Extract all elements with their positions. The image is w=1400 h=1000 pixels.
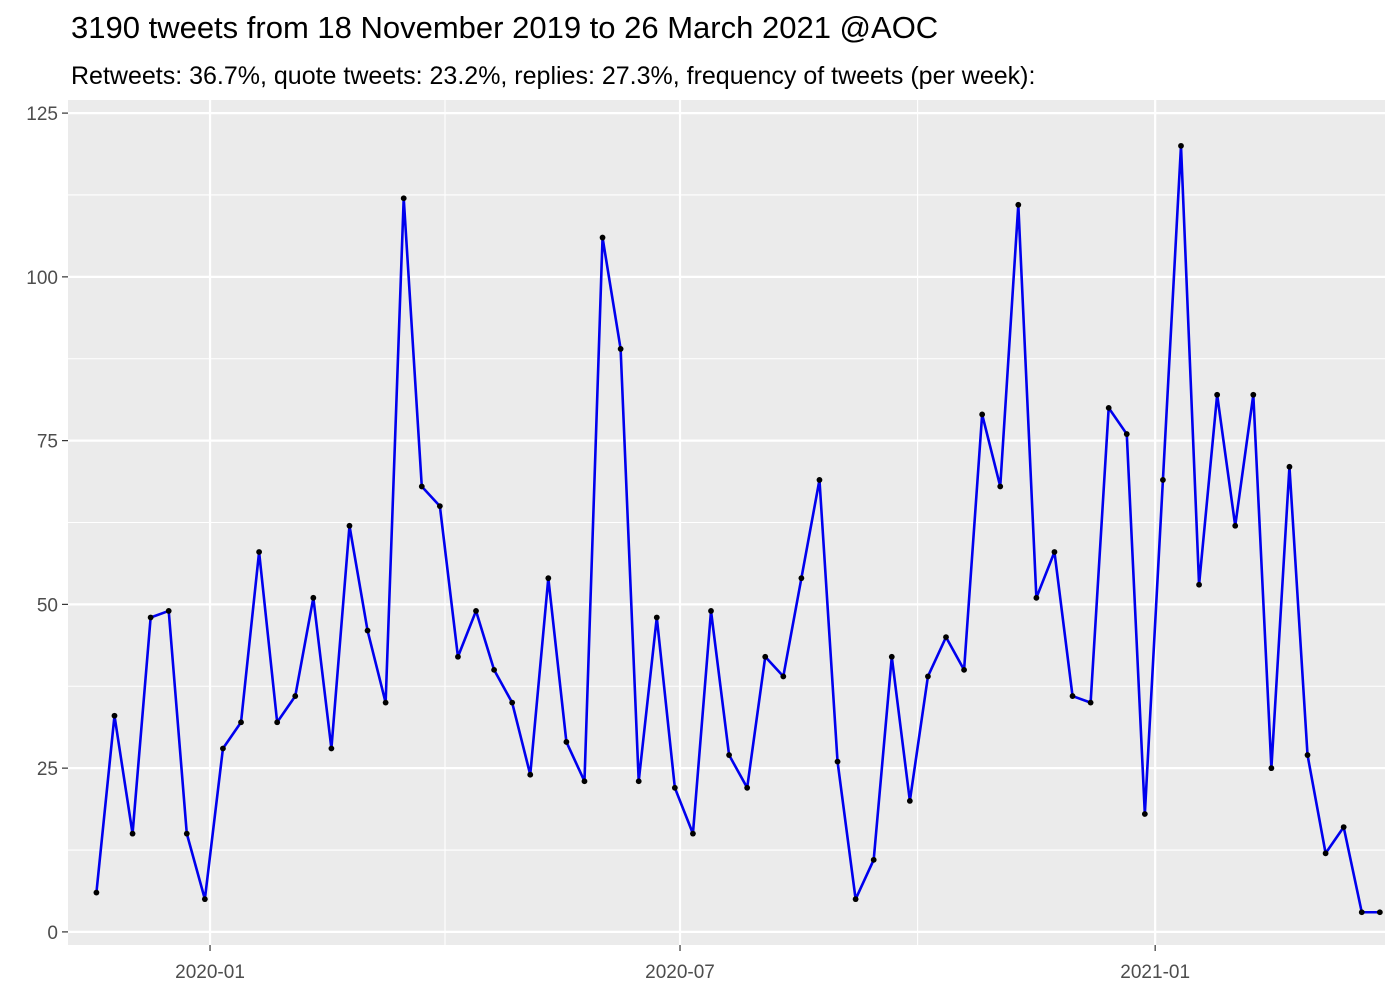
data-point	[201, 896, 208, 903]
series-layer	[93, 142, 1383, 916]
y-tick-label: 0	[47, 923, 58, 944]
data-point	[382, 699, 389, 706]
data-point	[726, 752, 732, 758]
data-point	[1232, 522, 1239, 529]
data-point	[346, 522, 353, 529]
data-point	[473, 608, 479, 614]
data-point	[364, 627, 371, 634]
x-tick-label: 2020-01	[175, 962, 245, 983]
data-point	[1250, 391, 1257, 398]
y-tick-label: 125	[26, 104, 58, 125]
data-point	[852, 896, 859, 903]
data-point	[1322, 850, 1329, 857]
data-point	[798, 575, 805, 582]
data-point	[979, 411, 986, 418]
data-point	[1141, 811, 1148, 817]
minor-gridlines	[68, 100, 1385, 945]
data-point	[906, 797, 913, 804]
data-point	[744, 784, 751, 791]
data-point	[1196, 581, 1202, 588]
data-point	[328, 745, 335, 752]
data-point	[943, 634, 949, 641]
data-point	[816, 477, 823, 483]
data-point	[780, 673, 787, 680]
data-point	[1376, 909, 1383, 916]
data-point	[925, 673, 931, 680]
data-point	[491, 666, 497, 673]
data-point	[1214, 391, 1221, 398]
data-point	[147, 614, 154, 621]
data-point	[165, 608, 172, 614]
chart-subtitle: Retweets: 36.7%, quote tweets: 23.2%, re…	[71, 62, 1036, 90]
axes: 2020-01 2020-07 2021-01 0 25 50 75 100 125	[26, 104, 1190, 983]
data-point	[690, 830, 696, 837]
data-point	[635, 778, 642, 785]
data-point	[238, 719, 244, 726]
data-point	[599, 234, 606, 241]
data-point	[436, 503, 443, 510]
data-point	[310, 594, 317, 601]
data-point	[1268, 765, 1275, 772]
data-point	[708, 608, 714, 614]
data-point	[563, 739, 570, 745]
data-point	[1087, 699, 1094, 706]
data-point	[1358, 909, 1365, 916]
data-point	[274, 719, 281, 726]
data-point	[997, 483, 1004, 490]
data-point	[545, 575, 552, 582]
data-point	[1069, 693, 1076, 699]
data-point	[762, 653, 769, 660]
data-point	[1160, 477, 1166, 483]
data-point	[1015, 201, 1022, 208]
y-tick-label: 100	[26, 268, 58, 289]
data-point	[292, 693, 299, 699]
data-point	[1340, 824, 1347, 830]
y-tick-label: 75	[37, 432, 58, 453]
data-point	[111, 712, 118, 719]
data-point	[1123, 431, 1130, 437]
chart-title: 3190 tweets from 18 November 2019 to 26 …	[71, 10, 939, 45]
y-tick-label: 50	[37, 595, 58, 616]
data-point	[129, 830, 136, 837]
data-point	[1304, 752, 1311, 758]
data-point	[870, 856, 877, 863]
data-point	[93, 889, 100, 896]
data-point	[1051, 549, 1058, 555]
data-point	[455, 653, 461, 660]
data-point	[509, 699, 516, 706]
x-tick-label: 2021-01	[1120, 962, 1190, 983]
data-point	[671, 784, 678, 791]
series-line	[95, 144, 1380, 914]
data-point	[527, 771, 534, 778]
data-point	[220, 745, 226, 752]
data-point	[418, 483, 425, 490]
data-point	[617, 346, 624, 352]
x-tick-label: 2020-07	[645, 962, 715, 983]
data-point	[1105, 404, 1112, 411]
data-point	[1033, 594, 1040, 601]
data-point	[1178, 142, 1184, 149]
y-tick-label: 25	[37, 759, 58, 780]
data-point	[256, 549, 262, 555]
data-point	[581, 778, 588, 785]
data-point	[1286, 463, 1293, 470]
data-point	[653, 614, 660, 621]
data-point	[961, 666, 967, 673]
data-point	[834, 758, 841, 765]
data-point	[183, 830, 190, 837]
data-point	[888, 653, 895, 660]
major-gridlines	[68, 100, 1385, 945]
data-point	[400, 195, 407, 202]
